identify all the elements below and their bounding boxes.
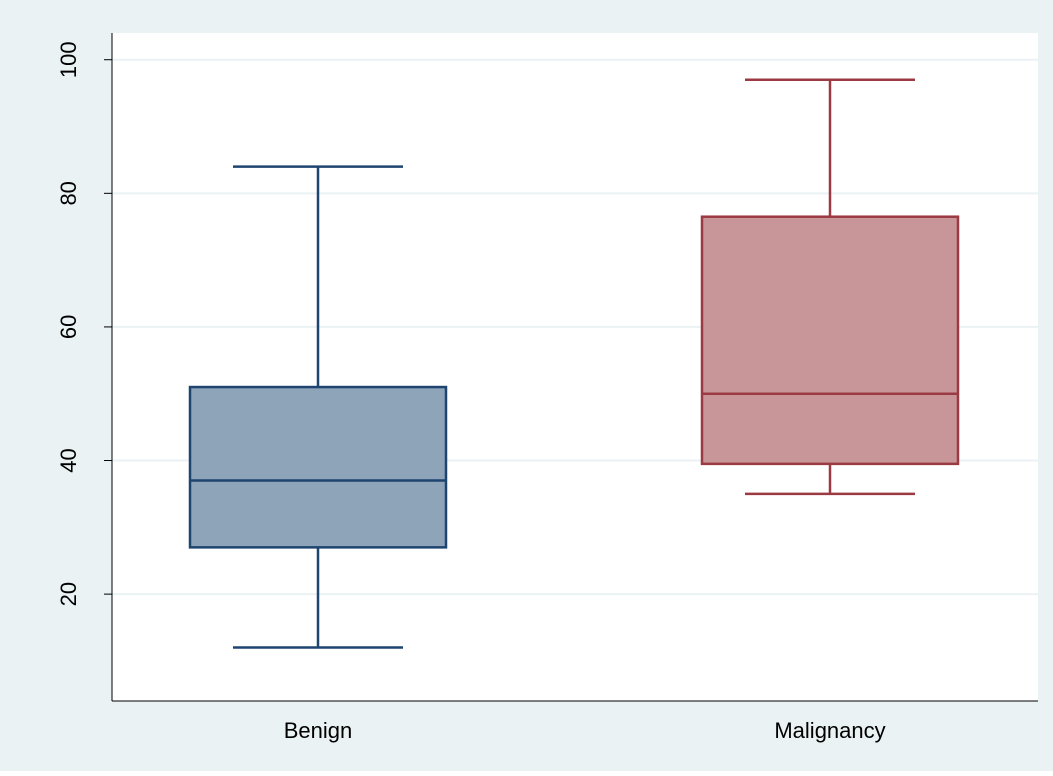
- tick-labels: 20 40 60 80 100 Benign Malignancy: [56, 41, 886, 743]
- y-tick-label: 20: [56, 582, 81, 606]
- box-series: [188, 78, 960, 649]
- box-group-malignancy: [700, 78, 960, 496]
- axes: [104, 33, 1038, 702]
- y-tick-label: 80: [56, 181, 81, 205]
- y-tick-label: 60: [56, 315, 81, 339]
- iqr-box: [188, 385, 448, 549]
- y-tick-label: 40: [56, 448, 81, 472]
- iqr-box: [700, 215, 960, 466]
- box-group-benign: [188, 165, 448, 649]
- y-tick-label: 100: [56, 41, 81, 78]
- x-tick-label: Benign: [284, 718, 353, 743]
- x-tick-label: Malignancy: [774, 718, 885, 743]
